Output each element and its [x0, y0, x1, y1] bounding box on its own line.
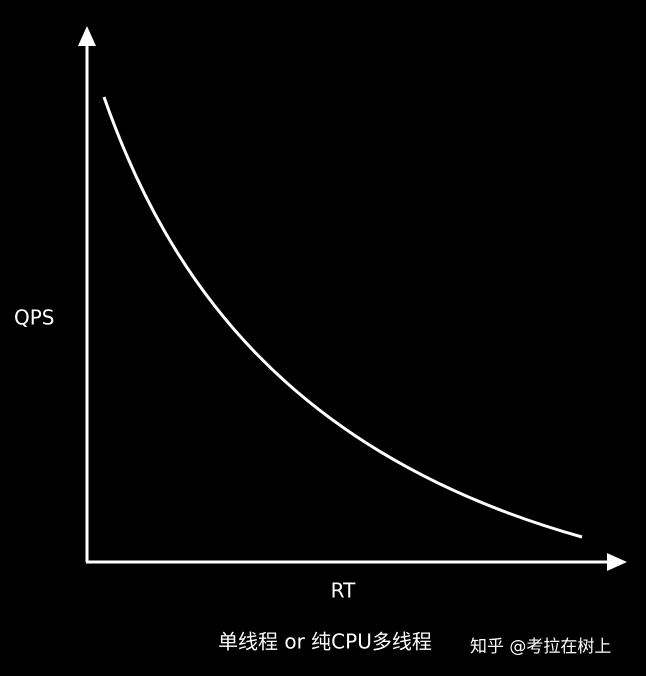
x-axis-arrow — [607, 553, 627, 571]
curve — [102, 96, 583, 539]
caption: 单线程 or 纯CPU多线程 — [218, 630, 432, 654]
watermark: 知乎 @考拉在树上 — [470, 637, 611, 657]
y-axis-arrow — [78, 26, 96, 46]
x-axis-label: RT — [331, 579, 356, 603]
y-axis-label: QPS — [14, 306, 55, 330]
